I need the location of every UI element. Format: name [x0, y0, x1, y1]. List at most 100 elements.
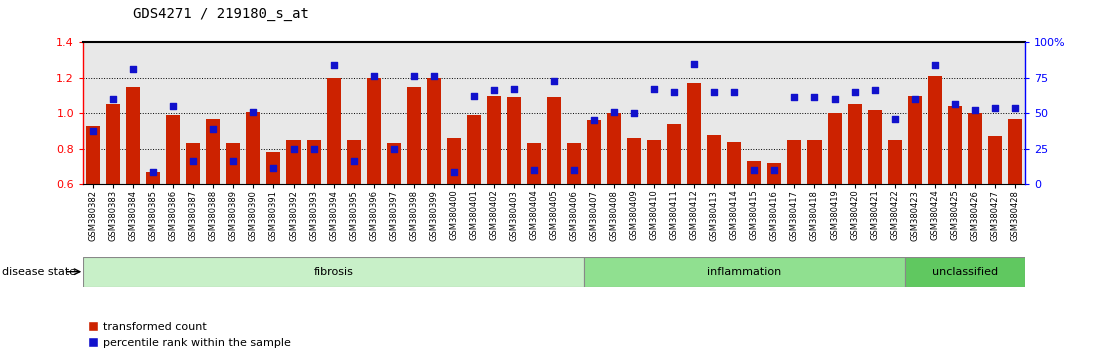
- Bar: [427, 78, 441, 184]
- Point: [545, 79, 563, 84]
- Point: [966, 107, 984, 113]
- Point: [325, 63, 342, 68]
- Bar: [584, 257, 904, 287]
- Bar: [788, 140, 801, 184]
- Bar: [206, 119, 220, 184]
- Bar: [547, 97, 561, 184]
- Bar: [947, 106, 962, 184]
- Point: [885, 116, 903, 121]
- Point: [625, 110, 643, 116]
- Point: [465, 93, 483, 98]
- Point: [865, 87, 883, 93]
- Bar: [126, 87, 141, 184]
- Bar: [466, 115, 481, 184]
- Bar: [146, 172, 161, 184]
- Point: [666, 89, 684, 95]
- Bar: [828, 113, 842, 184]
- Bar: [967, 113, 982, 184]
- Point: [986, 105, 1004, 111]
- Point: [1006, 105, 1024, 111]
- Bar: [83, 257, 584, 287]
- Bar: [266, 152, 280, 184]
- Bar: [988, 136, 1002, 184]
- Bar: [687, 83, 701, 184]
- Bar: [347, 140, 360, 184]
- Legend: transformed count, percentile rank within the sample: transformed count, percentile rank withi…: [89, 322, 291, 348]
- Bar: [707, 135, 721, 184]
- Point: [424, 73, 442, 79]
- Point: [645, 86, 663, 91]
- Point: [906, 96, 924, 102]
- Point: [485, 87, 503, 93]
- Bar: [868, 110, 882, 184]
- Point: [84, 128, 102, 134]
- Point: [505, 86, 523, 91]
- Point: [786, 95, 803, 100]
- Point: [845, 89, 863, 95]
- Bar: [907, 96, 922, 184]
- Bar: [527, 143, 541, 184]
- Point: [144, 169, 162, 175]
- Point: [706, 89, 724, 95]
- Bar: [447, 138, 461, 184]
- Point: [345, 158, 362, 164]
- Point: [305, 146, 322, 152]
- Bar: [567, 143, 581, 184]
- Text: disease state: disease state: [2, 267, 76, 277]
- Text: unclassified: unclassified: [932, 267, 998, 277]
- Point: [205, 126, 223, 132]
- Point: [585, 118, 603, 123]
- Point: [245, 109, 263, 114]
- Point: [766, 167, 783, 173]
- Point: [445, 169, 463, 175]
- Point: [605, 109, 623, 114]
- Text: fibrosis: fibrosis: [314, 267, 353, 277]
- Bar: [848, 104, 862, 184]
- Point: [686, 61, 704, 67]
- Bar: [587, 120, 601, 184]
- Point: [285, 146, 302, 152]
- Point: [184, 158, 202, 164]
- Point: [404, 73, 422, 79]
- Point: [825, 96, 843, 102]
- Bar: [486, 96, 501, 184]
- Bar: [166, 115, 181, 184]
- Point: [384, 146, 402, 152]
- Point: [565, 167, 583, 173]
- Bar: [287, 140, 300, 184]
- Bar: [367, 78, 381, 184]
- Bar: [888, 140, 902, 184]
- Bar: [748, 161, 761, 184]
- Bar: [387, 143, 401, 184]
- Bar: [727, 142, 741, 184]
- Point: [104, 96, 122, 102]
- Bar: [808, 140, 821, 184]
- Bar: [627, 138, 642, 184]
- Point: [946, 102, 964, 107]
- Bar: [667, 124, 681, 184]
- Bar: [327, 78, 340, 184]
- Text: inflammation: inflammation: [707, 267, 781, 277]
- Bar: [904, 257, 1025, 287]
- Point: [164, 103, 182, 109]
- Bar: [106, 104, 120, 184]
- Point: [525, 167, 543, 173]
- Point: [806, 95, 823, 100]
- Bar: [927, 76, 942, 184]
- Bar: [407, 87, 421, 184]
- Bar: [768, 163, 781, 184]
- Point: [926, 63, 944, 68]
- Point: [225, 158, 243, 164]
- Bar: [226, 143, 240, 184]
- Bar: [647, 140, 661, 184]
- Bar: [86, 126, 100, 184]
- Point: [265, 165, 283, 171]
- Bar: [607, 113, 622, 184]
- Bar: [1008, 119, 1022, 184]
- Bar: [506, 97, 521, 184]
- Point: [365, 73, 382, 79]
- Point: [746, 167, 763, 173]
- Text: GDS4271 / 219180_s_at: GDS4271 / 219180_s_at: [133, 7, 309, 21]
- Point: [726, 89, 743, 95]
- Bar: [246, 112, 260, 184]
